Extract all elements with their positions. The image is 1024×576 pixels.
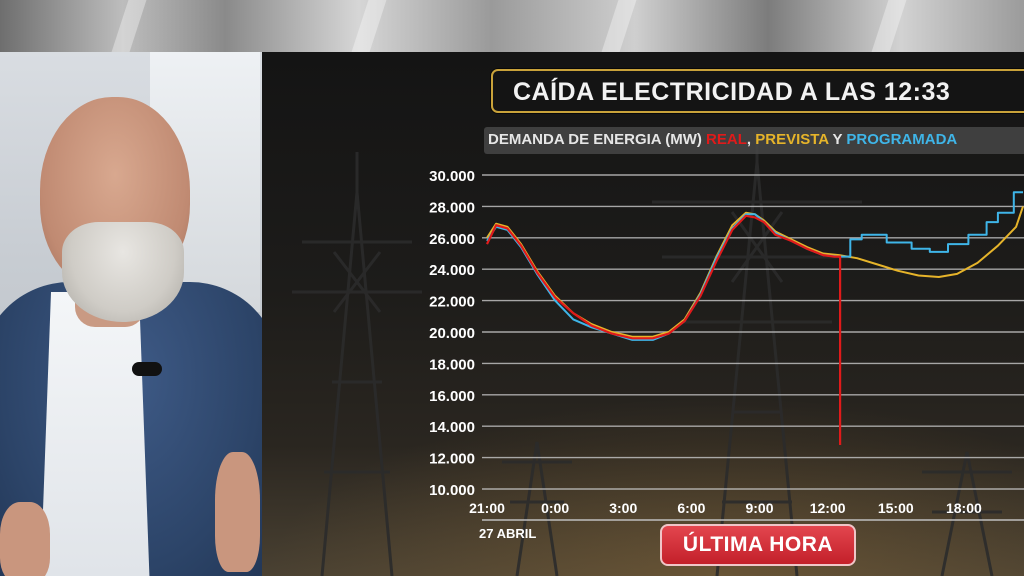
legend-prevista: PREVISTA [755, 131, 829, 148]
y-tick-label: 16.000 [429, 388, 475, 405]
y-tick-label: 26.000 [429, 231, 475, 248]
legend-real: REAL [706, 131, 747, 148]
backdrop-stripe [111, 0, 147, 52]
x-tick-label: 15:00 [878, 500, 914, 516]
chart-subtitle: DEMANDA DE ENERGIA (MW) REAL, PREVISTA Y… [484, 127, 1024, 154]
legend-programada: PROGRAMADA [846, 131, 958, 148]
subtitle-sep: Y [828, 131, 847, 148]
lapel-microphone [132, 362, 162, 376]
presenter-beard [62, 222, 184, 322]
chart-title: CAÍDA ELECTRICIDAD A LAS 12:33 [513, 78, 951, 106]
y-tick-label: 12.000 [429, 451, 475, 468]
x-tick-label: 9:00 [745, 500, 773, 516]
y-tick-label: 22.000 [429, 294, 475, 311]
x-tick-label: 3:00 [609, 500, 637, 516]
x-tick-label: 21:00 [469, 500, 505, 516]
y-tick-label: 30.000 [429, 168, 475, 185]
series-line-real [486, 214, 842, 445]
demand-line-chart: 10.000 12.000 14.000 16.000 18.000 20.000 22.0… [429, 168, 1024, 541]
backdrop-stripe [601, 0, 637, 52]
x-tick-label: 0:00 [541, 500, 569, 516]
y-tick-label: 28.000 [429, 199, 475, 216]
series-line-programada [486, 191, 1023, 341]
presenter-hand-left [0, 502, 50, 576]
series-line-prevista [486, 206, 1024, 338]
presenter-shirt [40, 292, 150, 576]
y-tick-label: 24.000 [429, 262, 475, 279]
x-tick-label: 6:00 [677, 500, 705, 516]
x-tick-label: 18:00 [946, 500, 982, 516]
x-tick-label: 12:00 [810, 500, 846, 516]
chart-graphic-panel: CAÍDA ELECTRICIDAD A LAS 12:33 DEMANDA D… [262, 52, 1024, 576]
studio-backdrop-top [0, 0, 1024, 52]
y-tick-label: 14.000 [429, 419, 475, 436]
y-tick-label: 10.000 [429, 482, 475, 499]
presenter-camera-feed [0, 52, 262, 576]
backdrop-stripe [351, 0, 387, 52]
subtitle-sep: , [746, 131, 756, 148]
subtitle-prefix: DEMANDA DE ENERGIA (MW) [488, 131, 707, 148]
chart-title-box: CAÍDA ELECTRICIDAD A LAS 12:33 [491, 69, 1024, 113]
y-tick-label: 20.000 [429, 325, 475, 342]
x-date-label: 27 ABRIL [479, 526, 536, 541]
y-tick-label: 18.000 [429, 356, 475, 373]
ultima-hora-badge: ÚLTIMA HORA [660, 524, 856, 566]
backdrop-stripe [871, 0, 907, 52]
presenter-hand-right [215, 452, 260, 572]
